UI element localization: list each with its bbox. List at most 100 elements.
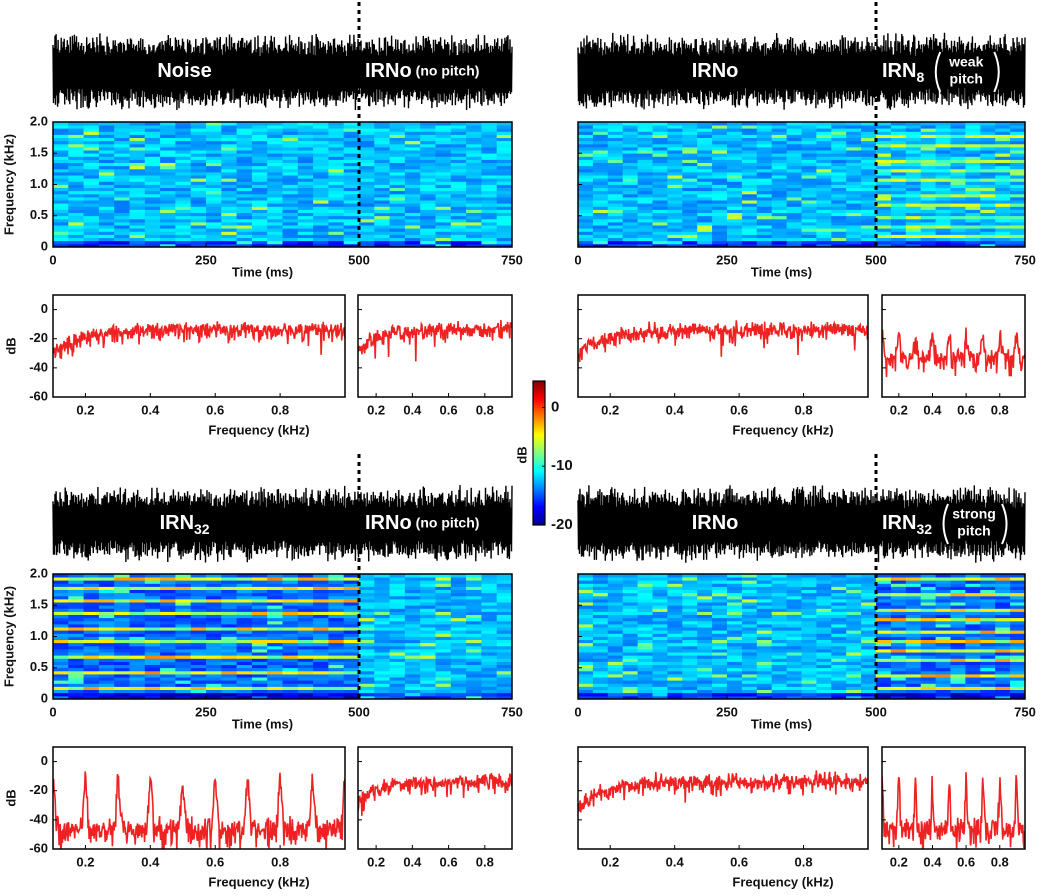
spectrogram-cell xyxy=(496,595,513,600)
spectrogram-cell xyxy=(712,228,728,232)
spectrogram-cell xyxy=(389,209,406,213)
spectrogram-cell xyxy=(622,652,638,656)
spectrogram-cell xyxy=(83,686,100,690)
spectrogram-cell xyxy=(450,680,467,684)
spectrogram-cell xyxy=(328,206,345,210)
spectrogram-cell xyxy=(756,187,773,192)
spectrogram-cell xyxy=(890,633,907,637)
spectrogram-cell xyxy=(114,228,130,232)
spectrogram-cell xyxy=(114,633,130,637)
spectrogram-cell xyxy=(846,193,862,198)
spectrogram-cell xyxy=(328,193,345,198)
spectrogram-cell xyxy=(741,131,758,135)
spectrogram-cell xyxy=(786,175,802,179)
spectrogram-cell xyxy=(374,664,390,669)
spectrogram-cell xyxy=(83,630,100,634)
spectrogram-cell xyxy=(771,203,787,207)
spectrogram-cell xyxy=(637,128,653,132)
spectrogram-cell xyxy=(786,218,802,223)
spectrogram-cell xyxy=(313,190,329,195)
spectrogram-cell xyxy=(404,156,421,160)
spectrogram-cell xyxy=(496,674,513,678)
spectrogram-cell xyxy=(221,658,237,662)
spectrogram-cell xyxy=(435,137,452,142)
spectrogram-cell xyxy=(282,140,299,145)
spectrogram-cell xyxy=(697,140,713,145)
spectrogram-cell xyxy=(282,218,299,223)
spectrogram-cell xyxy=(622,200,638,204)
spectrogram-cell xyxy=(389,134,406,138)
spectrogram-cell xyxy=(496,686,513,690)
spectrogram-cell xyxy=(374,670,390,675)
spectrogram-cell xyxy=(251,203,268,207)
spectrogram-cell xyxy=(652,677,668,681)
spectrogram-cell xyxy=(816,190,832,195)
spectrogram-cell xyxy=(786,608,802,612)
spectrogram-cell xyxy=(712,175,728,179)
spectrogram-cell xyxy=(359,131,375,135)
spectrogram-cell xyxy=(592,636,609,640)
spectrogram-cell xyxy=(190,583,207,587)
spectrogram-cell xyxy=(771,617,787,622)
spectrogram-cell xyxy=(114,181,130,185)
spectrogram-cell xyxy=(592,692,609,697)
spectrogram-cell xyxy=(282,574,299,578)
spectrogram-cell xyxy=(496,165,513,170)
spectrogram-cell xyxy=(727,225,743,229)
spectrogram-cell xyxy=(206,630,222,634)
spectrogram-cell xyxy=(481,237,498,242)
spectrogram-cell xyxy=(389,197,406,201)
spectrogram-cell xyxy=(313,652,329,656)
spectrogram-cell xyxy=(950,209,966,213)
spectrogram-cell xyxy=(890,642,907,647)
spectrogram-cell xyxy=(697,150,713,154)
spectrogram-cell xyxy=(592,667,609,672)
spectrogram-cell xyxy=(697,131,713,135)
spectrogram-cell xyxy=(771,655,787,659)
spectrogram-cell xyxy=(935,599,951,603)
spectrogram-cell xyxy=(950,689,966,694)
spectrogram-cell xyxy=(313,225,329,229)
spectrogram-cell xyxy=(282,181,299,185)
spectrogram-cell xyxy=(359,574,375,578)
spectrogram-cell xyxy=(83,143,100,148)
spectrogram-cell xyxy=(328,695,345,700)
spectrogram-cell xyxy=(950,636,966,640)
spectrogram-cell xyxy=(297,206,314,210)
spectrogram-cell xyxy=(297,128,314,132)
spectrogram-cell xyxy=(221,215,237,220)
spectrogram-cell xyxy=(578,652,594,656)
spectrogram-cell xyxy=(129,589,146,594)
spectrogram-cell xyxy=(592,218,609,223)
spectrogram-cell xyxy=(221,122,237,126)
spectrogram-cell xyxy=(114,611,130,615)
spectrogram-cell xyxy=(53,677,69,681)
spectrogram-cell xyxy=(53,143,69,148)
spectrogram-cell xyxy=(950,190,966,195)
spectrogram-cell xyxy=(697,689,713,694)
spectrogram-cell xyxy=(667,197,683,201)
spectrogram-cell xyxy=(935,172,951,176)
spectrogram-cell xyxy=(980,162,996,167)
spectrogram-cell xyxy=(359,222,375,226)
spectrogram-cell xyxy=(68,655,84,659)
spectrogram-cell xyxy=(890,218,907,223)
spectrogram-cell xyxy=(727,599,743,603)
spectrogram-cell xyxy=(741,624,758,628)
spectrogram-cell xyxy=(756,680,773,684)
spectrogram-cell xyxy=(578,178,594,182)
spectrogram-cell xyxy=(935,595,951,600)
spectrogram-cell xyxy=(697,639,713,644)
spectrogram-cell xyxy=(846,128,862,132)
spectrogram-cell xyxy=(297,234,314,238)
spectrogram-cell xyxy=(68,614,84,619)
spectrogram-cell xyxy=(190,168,207,173)
spectrogram-cell xyxy=(846,237,862,242)
spectrogram-cell xyxy=(282,649,299,653)
spectrogram-cell xyxy=(374,122,390,126)
spectrogram-cell xyxy=(328,153,345,157)
spectrogram-cell xyxy=(53,172,69,176)
spectrogram-cell xyxy=(846,605,862,609)
spectrogram-cell xyxy=(995,683,1011,687)
spectrogram-cell xyxy=(144,599,161,603)
